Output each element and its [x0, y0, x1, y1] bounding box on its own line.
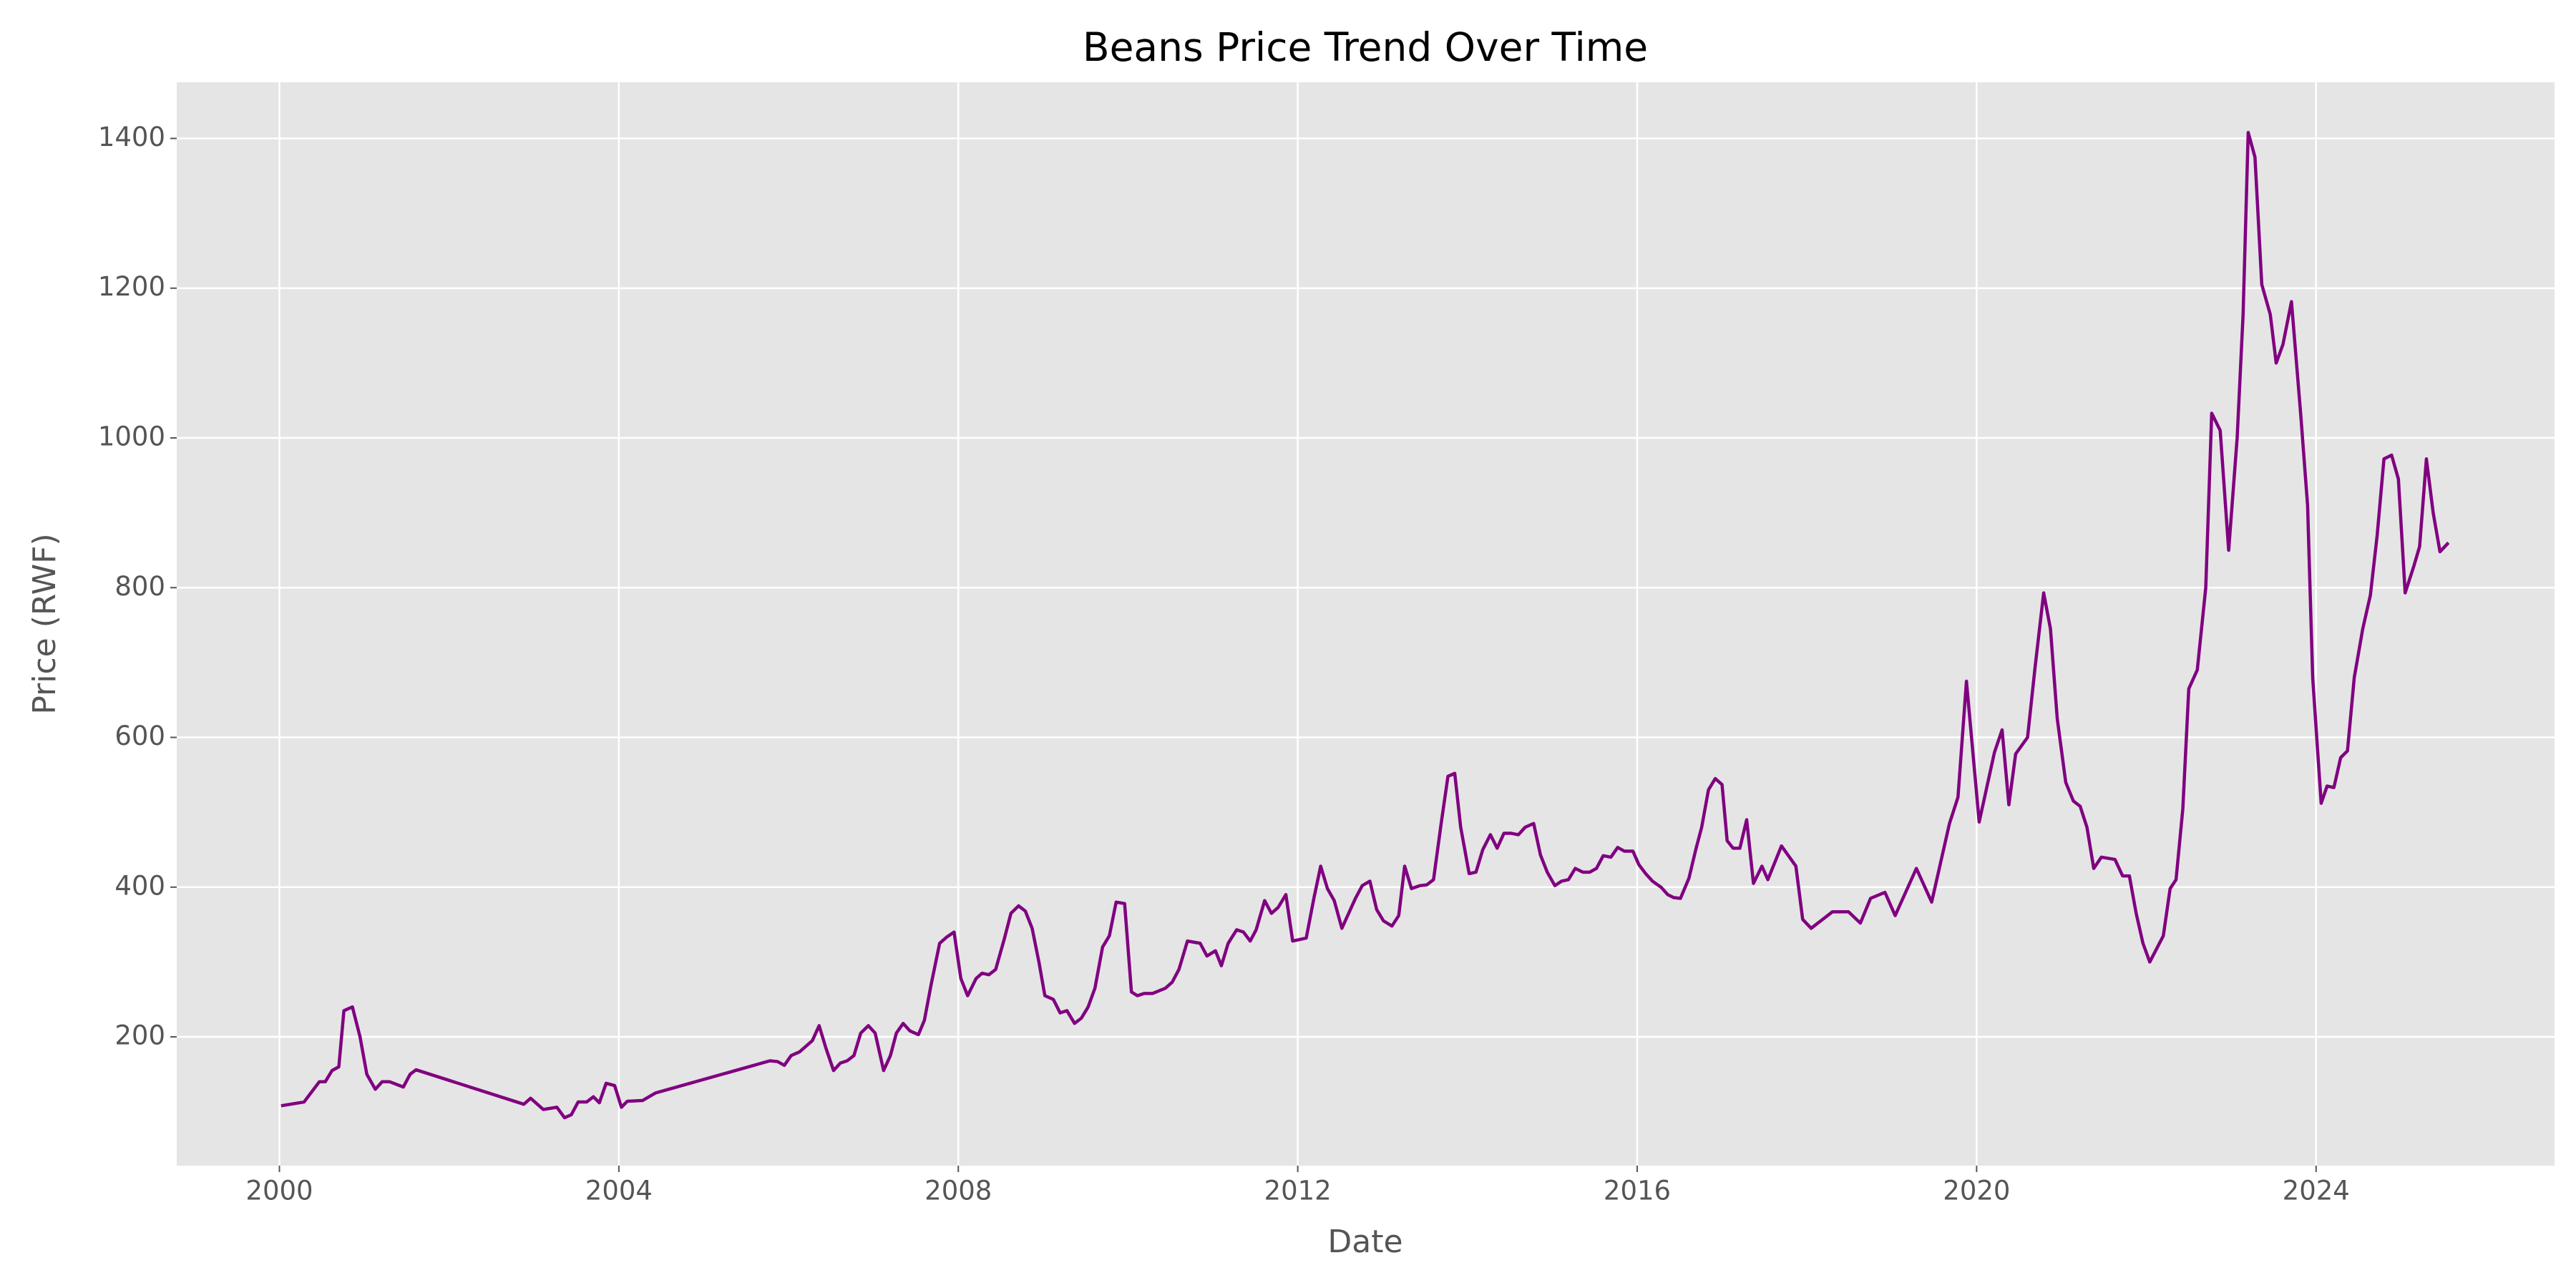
y-axis-label: Price (RWF): [26, 533, 63, 714]
y-tick-label: 400: [114, 870, 165, 901]
grid: [177, 82, 2555, 1166]
x-axis-label: Date: [1327, 1224, 1402, 1260]
y-tick-label: 200: [114, 1020, 165, 1051]
y-tick-label: 800: [114, 571, 165, 602]
y-tick-label: 1400: [98, 122, 165, 152]
x-tick-label: 2020: [1943, 1176, 2010, 1206]
price-line: [280, 130, 2450, 1120]
x-tick-label: 2016: [1604, 1176, 1671, 1206]
x-tick-label: 2000: [245, 1176, 313, 1206]
y-tick-label: 1200: [98, 271, 165, 302]
marks: [280, 130, 2450, 1120]
chart-title: Beans Price Trend Over Time: [1083, 24, 1648, 70]
plot-area: [177, 82, 2555, 1166]
y-tick-label: 1000: [98, 421, 165, 452]
x-tick-label: 2024: [2283, 1176, 2350, 1206]
y-tick-label: 600: [114, 721, 165, 751]
x-tick-label: 2012: [1264, 1176, 1332, 1206]
x-tick-label: 2004: [585, 1176, 653, 1206]
x-tick-label: 2008: [924, 1176, 992, 1206]
